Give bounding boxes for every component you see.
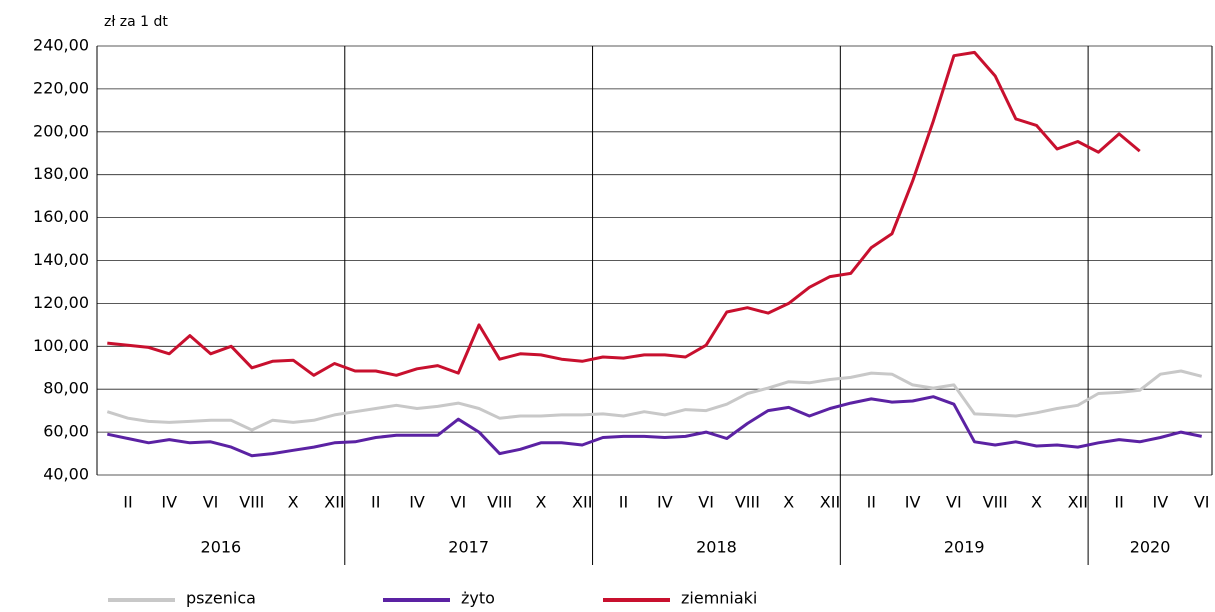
series-line bbox=[106, 369, 1203, 432]
year-label: 2020 bbox=[1130, 538, 1171, 557]
x-tick-label: XII bbox=[324, 493, 344, 512]
legend-label: ziemniaki bbox=[681, 589, 757, 608]
legend-label: żyto bbox=[461, 589, 495, 608]
y-tick-label: 220,00 bbox=[33, 78, 89, 97]
x-tick-label: XII bbox=[820, 493, 840, 512]
x-tick-label: VI bbox=[946, 493, 962, 512]
x-tick-label: VIII bbox=[487, 493, 512, 512]
x-tick-label: VIII bbox=[239, 493, 264, 512]
x-tick-label: II bbox=[123, 493, 132, 512]
x-tick-label: VIII bbox=[735, 493, 760, 512]
x-tick-label: VI bbox=[1194, 493, 1210, 512]
x-tick-label: IV bbox=[657, 493, 673, 512]
year-label: 2019 bbox=[944, 538, 985, 557]
x-tick-label: X bbox=[288, 493, 299, 512]
y-tick-label: 100,00 bbox=[33, 336, 89, 355]
y-axis-label: zł za 1 dt bbox=[104, 14, 168, 30]
year-label: 2017 bbox=[448, 538, 489, 557]
x-tick-label: VI bbox=[203, 493, 219, 512]
y-tick-label: 40,00 bbox=[43, 465, 89, 484]
x-tick-label: II bbox=[1114, 493, 1123, 512]
x-tick-label: II bbox=[371, 493, 380, 512]
series-line bbox=[107, 50, 1141, 377]
x-tick-label: XII bbox=[1068, 493, 1088, 512]
x-tick-label: II bbox=[619, 493, 628, 512]
y-tick-label: 140,00 bbox=[33, 250, 89, 269]
y-tick-label: 160,00 bbox=[33, 207, 89, 226]
y-tick-label: 180,00 bbox=[33, 164, 89, 183]
x-tick-label: X bbox=[1031, 493, 1042, 512]
legend-label: pszenica bbox=[186, 589, 256, 608]
x-tick-label: X bbox=[535, 493, 546, 512]
year-label: 2018 bbox=[696, 538, 737, 557]
x-tick-label: IV bbox=[409, 493, 425, 512]
y-tick-label: 80,00 bbox=[43, 379, 89, 398]
year-label: 2016 bbox=[201, 538, 242, 557]
x-tick-label: VI bbox=[451, 493, 467, 512]
series-line bbox=[106, 395, 1203, 458]
x-tick-label: XII bbox=[572, 493, 592, 512]
x-tick-label: IV bbox=[1153, 493, 1169, 512]
x-tick-label: IV bbox=[905, 493, 921, 512]
x-tick-label: II bbox=[867, 493, 876, 512]
y-tick-label: 240,00 bbox=[33, 36, 89, 55]
x-tick-label: VI bbox=[698, 493, 714, 512]
x-tick-label: X bbox=[783, 493, 794, 512]
x-tick-label: VIII bbox=[983, 493, 1008, 512]
y-tick-label: 200,00 bbox=[33, 121, 89, 140]
y-tick-label: 120,00 bbox=[33, 293, 89, 312]
y-tick-label: 60,00 bbox=[43, 422, 89, 441]
x-tick-label: IV bbox=[161, 493, 177, 512]
